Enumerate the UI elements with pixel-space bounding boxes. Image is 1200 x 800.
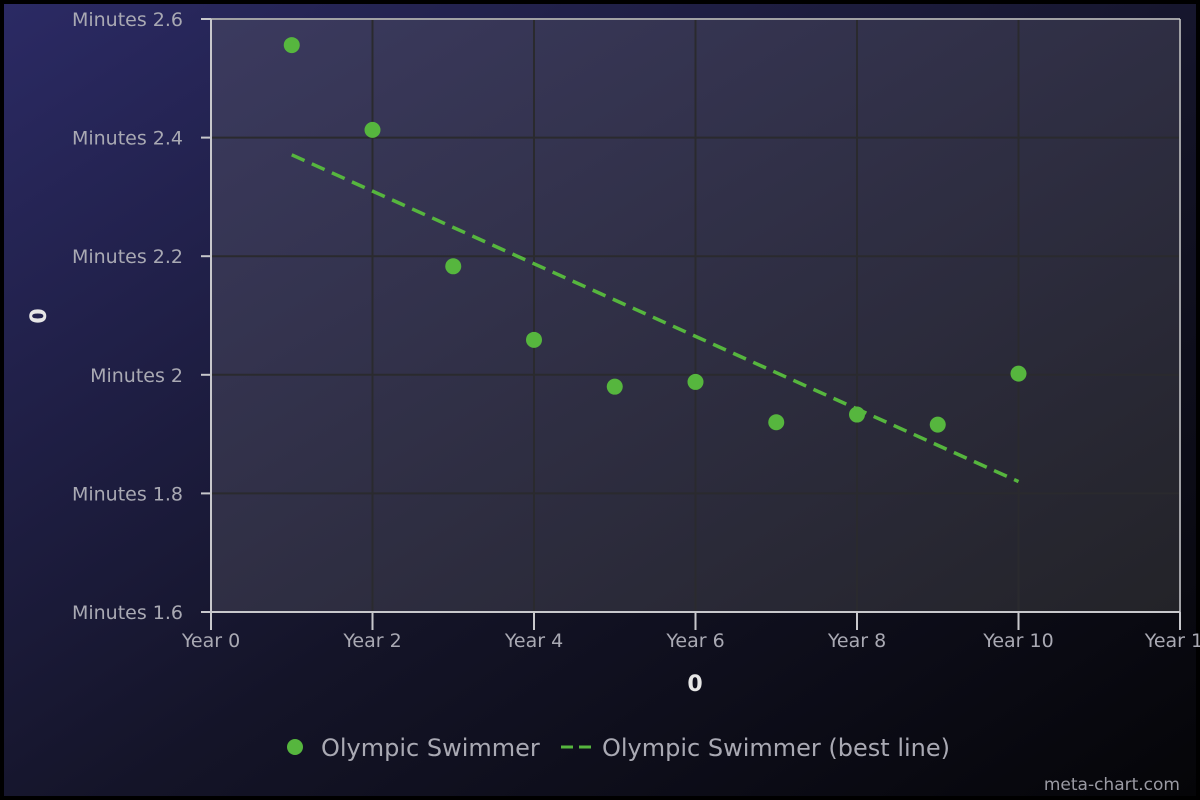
x-tick-label: Year 10	[982, 630, 1053, 652]
legend-label-scatter: Olympic Swimmer	[321, 734, 540, 762]
credit-text[interactable]: meta-chart.com	[1044, 775, 1180, 795]
legend-marker-scatter	[287, 739, 303, 755]
y-axis-title: 0	[27, 308, 52, 323]
x-axis-title: 0	[687, 672, 702, 697]
legend-label-best-line: Olympic Swimmer (best line)	[602, 734, 950, 762]
y-tick-label: Minutes 2.2	[72, 246, 183, 268]
scatter-point[interactable]	[768, 414, 785, 431]
scatter-point[interactable]	[687, 373, 704, 390]
best-line-series	[291, 153, 1020, 484]
x-axis-ticks: Year 0 Year 2 Year 4 Year 6 Year 8 Year 10 Yea…	[181, 612, 1200, 652]
legend-item-scatter[interactable]: Olympic Swimmer	[287, 734, 540, 762]
y-tick-label: Minutes 1.8	[72, 483, 183, 505]
y-tick-label: Minutes 2.4	[72, 128, 183, 150]
x-tick-label: Year 12	[1144, 630, 1200, 652]
scatter-point[interactable]	[526, 331, 542, 348]
x-tick-label: Year 4	[504, 630, 563, 652]
scatter-point[interactable]	[364, 121, 381, 138]
scatter-point[interactable]	[849, 406, 865, 423]
x-tick-label: Year 2	[342, 630, 401, 652]
x-tick-label: Year 0	[181, 630, 240, 652]
x-tick-label: Year 6	[665, 630, 724, 652]
best-line	[291, 153, 1020, 484]
scatter-point[interactable]	[445, 258, 462, 275]
x-tick-label: Year 8	[827, 630, 886, 652]
scatter-point[interactable]	[929, 416, 946, 433]
y-tick-label: Minutes 1.6	[72, 602, 183, 624]
scatter-point[interactable]	[606, 378, 623, 395]
y-tick-label: Minutes 2	[90, 365, 183, 387]
legend-item-best-line[interactable]: Olympic Swimmer (best line)	[561, 734, 950, 762]
legend[interactable]: Olympic Swimmer Olympic Swimmer (best li…	[287, 734, 950, 762]
y-tick-label: Minutes 2.6	[72, 9, 183, 31]
scatter-point[interactable]	[283, 37, 300, 54]
scatter-point[interactable]	[1010, 365, 1027, 382]
y-axis-ticks: Minutes 1.6 Minutes 1.8 Minutes 2 Minutes 2…	[72, 9, 211, 624]
scatter-series	[283, 37, 1027, 433]
